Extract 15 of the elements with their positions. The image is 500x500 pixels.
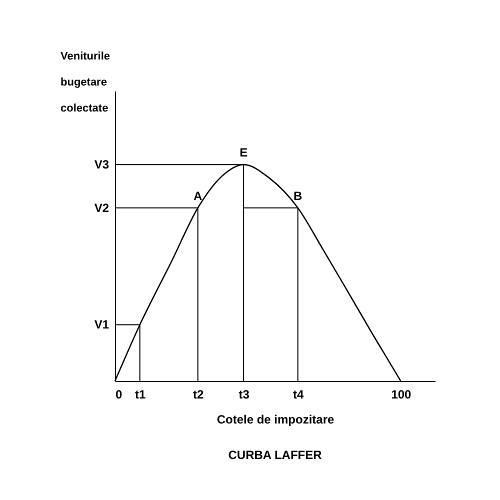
- annotation: B: [294, 188, 303, 203]
- x-tick-label: t3: [238, 388, 250, 402]
- annotation: V1: [94, 318, 110, 332]
- x-tick-label: t1: [135, 388, 146, 402]
- annotation: V3: [94, 158, 110, 172]
- annotation: A: [194, 188, 203, 203]
- annotation: E: [240, 146, 248, 160]
- text: Veniturile bugetare colectate: [60, 50, 110, 114]
- x-tick-label: 100: [391, 388, 412, 402]
- annotation: V2: [94, 200, 110, 215]
- x-tick-label: t2: [193, 388, 204, 402]
- x-tick-label: 0: [116, 388, 122, 402]
- x-tick-label: t4: [293, 388, 304, 402]
- x-axis-title: Cotele de impozitare: [216, 412, 335, 426]
- text: CURBA LAFFER: [228, 448, 322, 462]
